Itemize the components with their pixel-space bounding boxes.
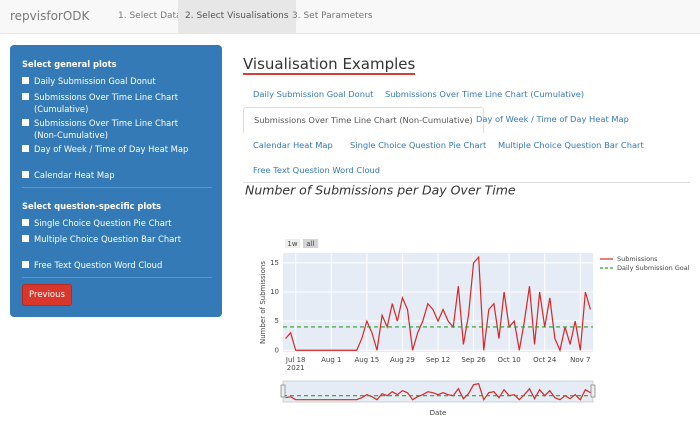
viz-tab[interactable]: Single Choice Question Pie Chart	[350, 140, 487, 150]
navbar: repvisforODK 1. Select Data 2. Select Vis…	[0, 0, 700, 34]
nav-tab[interactable]: 2. Select Visualisations	[178, 0, 296, 33]
y-tick-label: 10	[270, 288, 279, 296]
checkbox[interactable]	[22, 93, 29, 100]
checkbox-item[interactable]: Multiple Choice Question Bar Chart	[22, 233, 202, 245]
y-tick-label: 15	[270, 259, 279, 267]
x-tick-label: Sep 12	[426, 356, 450, 364]
series-line	[285, 255, 592, 353]
checkbox[interactable]	[22, 261, 29, 268]
checkbox[interactable]	[22, 171, 29, 178]
checkbox-item[interactable]: Daily Submission Goal Donut	[22, 75, 202, 87]
x-tick-label: Sep 26	[461, 356, 486, 364]
sidebar: Select general plots Daily Submission Goa…	[10, 45, 222, 317]
slider-handle[interactable]	[280, 384, 286, 398]
checkbox-item[interactable]: Day of Week / Time of Day Heat Map	[22, 143, 202, 155]
checkbox[interactable]	[22, 119, 29, 126]
viz-tab[interactable]: Free Text Question Word Cloud	[253, 165, 381, 175]
checkbox-item[interactable]: Submissions Over Time Line Chart (Cumula…	[22, 91, 202, 115]
x-tick-label: Aug 15	[354, 356, 379, 364]
checkbox-label: Multiple Choice Question Bar Chart	[34, 234, 182, 244]
checkbox-label: Calendar Heat Map	[34, 170, 115, 180]
range-button-label[interactable]: all	[306, 240, 314, 248]
slider-handle[interactable]	[590, 384, 596, 398]
checkbox-label: Daily Submission Goal Donut	[34, 76, 156, 86]
checkbox-label: Day of Week / Time of Day Heat Map	[34, 144, 189, 154]
viz-tab[interactable]: Multiple Choice Question Bar Chart	[498, 140, 644, 150]
x-tick-year: 2021	[287, 364, 305, 372]
viz-tab[interactable]: Submissions Over Time Line Chart (Cumula…	[385, 89, 585, 99]
checkbox[interactable]	[22, 145, 29, 152]
y-tick-label: 0	[275, 346, 279, 354]
checkbox-item[interactable]: Calendar Heat Map	[22, 169, 202, 181]
range-slider	[282, 380, 594, 403]
checkbox-item[interactable]: Single Choice Question Pie Chart	[22, 217, 202, 229]
section-title: Select general plots	[22, 59, 117, 69]
checkbox[interactable]	[22, 77, 29, 84]
previous-button[interactable]: Previous	[22, 284, 72, 306]
tab-rule	[243, 182, 690, 183]
viz-tab[interactable]: Calendar Heat Map	[253, 140, 333, 150]
viz-tab[interactable]: Submissions Over Time Line Chart (Non-Cu…	[243, 107, 484, 133]
main-title: Visualisation Examples	[243, 55, 416, 75]
y-axis-label: Number of Submissions	[259, 261, 267, 344]
x-tick-label: Aug 1	[321, 356, 341, 364]
checkbox[interactable]	[22, 235, 29, 242]
viz-tab[interactable]: Day of Week / Time of Day Heat Map	[476, 114, 629, 124]
divider	[22, 187, 212, 188]
legend-label: Daily Submission Goal	[617, 264, 690, 272]
y-tick-label: 5	[275, 317, 279, 325]
legend-label: Submissions	[617, 255, 658, 263]
range-button-label[interactable]: 1w	[287, 240, 297, 248]
checkbox-label: Submissions Over Time Line Chart (Cumula…	[34, 92, 179, 114]
checkbox-label: Single Choice Question Pie Chart	[34, 218, 172, 228]
nav-tab[interactable]: 3. Set Parameters	[292, 11, 373, 21]
chart-title: Number of Submissions per Day Over Time	[245, 183, 516, 198]
divider	[22, 277, 212, 278]
x-tick-label: Jul 18	[285, 356, 306, 364]
checkbox-label: Free Text Question Word Cloud	[34, 260, 163, 270]
section-title: Select question-specific plots	[22, 201, 162, 211]
checkbox[interactable]	[22, 219, 29, 226]
range-button[interactable]	[303, 239, 318, 248]
brand[interactable]: repvisforODK	[10, 9, 90, 23]
slider-line	[285, 383, 591, 402]
checkbox-item[interactable]: Submissions Over Time Line Chart (Non-Cu…	[22, 117, 202, 141]
viz-tab[interactable]: Daily Submission Goal Donut	[253, 89, 374, 99]
x-axis-label: Date	[430, 409, 447, 417]
x-tick-label: Oct 24	[533, 356, 557, 364]
x-tick-label: Oct 10	[498, 356, 521, 364]
x-tick-label: Nov 7	[570, 356, 590, 364]
range-button[interactable]	[285, 239, 300, 248]
nav-tab[interactable]: 1. Select Data	[118, 11, 182, 21]
checkbox-item[interactable]: Free Text Question Word Cloud	[22, 259, 202, 271]
x-tick-label: Aug 29	[390, 356, 415, 364]
checkbox-label: Submissions Over Time Line Chart (Non-Cu…	[34, 118, 179, 140]
